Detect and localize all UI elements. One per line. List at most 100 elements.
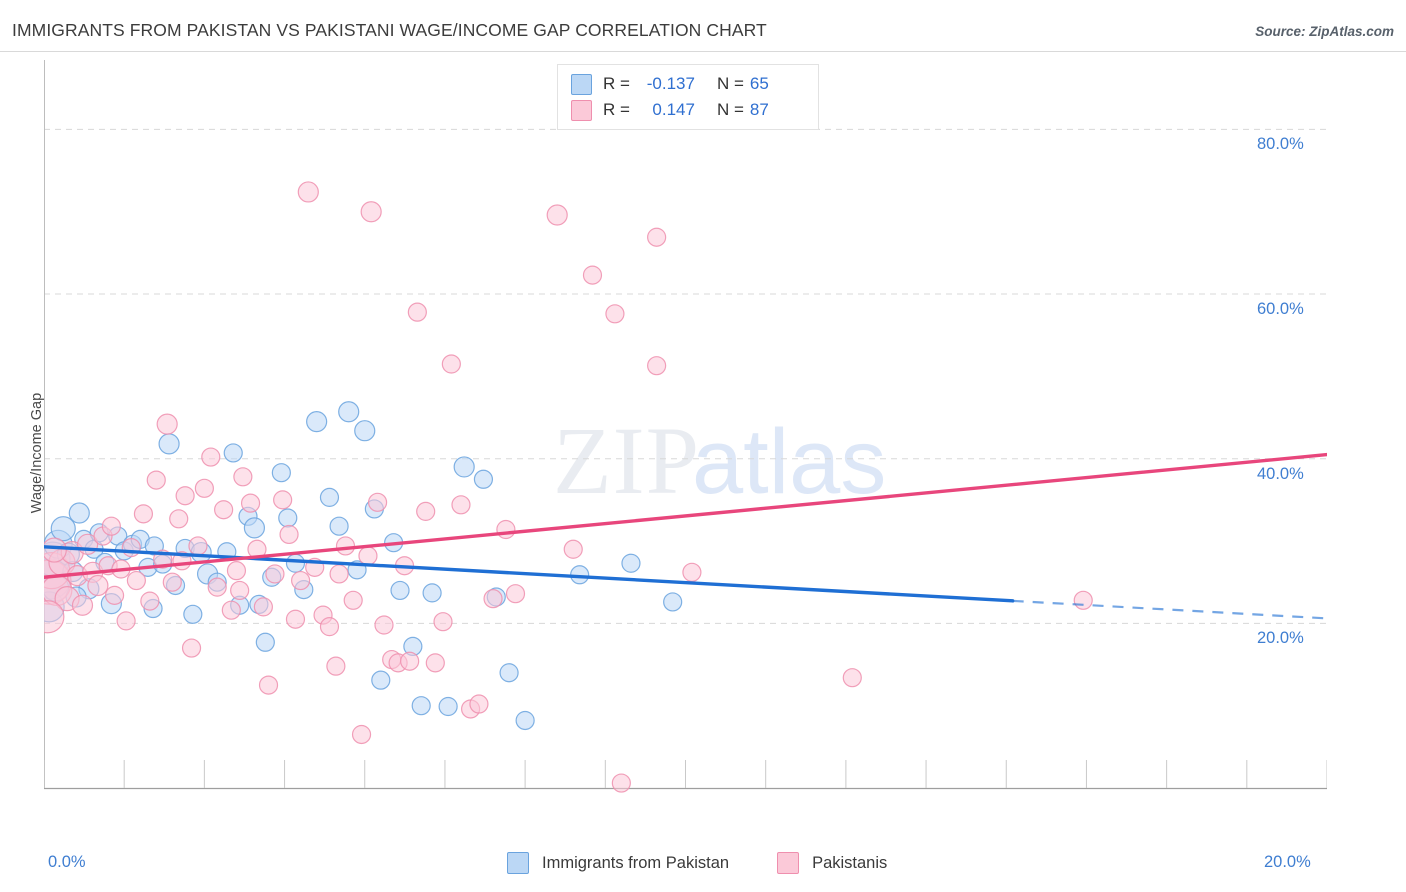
data-point <box>390 580 410 601</box>
data-point <box>126 570 146 591</box>
data-point <box>647 227 667 247</box>
data-point <box>201 447 221 467</box>
data-point <box>223 443 243 463</box>
legend-swatch-pink-icon <box>571 99 592 121</box>
data-point <box>343 590 363 610</box>
data-point <box>400 651 420 671</box>
data-point <box>326 656 346 676</box>
n-value-pink: 87 <box>749 100 769 119</box>
data-point <box>441 354 461 374</box>
correlation-legend: R = -0.137 N = 65 R = 0.147 N = 87 <box>557 64 819 130</box>
trend-line-solid <box>44 452 1327 579</box>
data-point <box>271 463 291 483</box>
series-points-pakistanis <box>44 181 1093 793</box>
header-divider <box>0 51 1406 52</box>
data-point <box>162 572 182 592</box>
data-point <box>291 570 311 591</box>
legend-item-pakistanis[interactable]: Pakistanis <box>777 852 887 874</box>
data-point <box>682 562 702 582</box>
data-point <box>71 594 94 616</box>
data-point <box>258 675 279 695</box>
data-point <box>133 504 154 524</box>
x-axis-tick-label-min: 0.0% <box>48 853 86 871</box>
data-point <box>433 612 453 632</box>
data-point <box>371 670 391 690</box>
data-point <box>319 617 340 637</box>
data-point <box>605 304 625 324</box>
data-point <box>183 604 203 624</box>
data-point <box>407 302 427 322</box>
correlation-row-immigrants: R = -0.137 N = 65 <box>571 71 769 97</box>
data-point <box>358 546 378 566</box>
data-point <box>230 580 250 601</box>
data-point <box>221 600 241 620</box>
data-point <box>360 201 382 223</box>
data-point <box>515 710 535 731</box>
data-point <box>563 539 583 559</box>
data-point <box>453 456 475 478</box>
data-point <box>265 564 285 584</box>
data-point <box>416 501 436 521</box>
data-point <box>207 577 227 597</box>
data-point <box>226 561 247 581</box>
data-point <box>438 696 458 717</box>
legend-item-immigrants[interactable]: Immigrants from Pakistan <box>507 852 729 874</box>
data-point <box>499 663 519 683</box>
data-point <box>842 668 862 688</box>
data-point <box>374 615 394 635</box>
legend-swatch-blue-icon <box>571 73 592 95</box>
data-point <box>273 490 293 510</box>
data-point <box>140 591 160 611</box>
data-point <box>68 502 90 524</box>
r-label-blue: R = <box>603 74 630 93</box>
scatter-plot <box>44 60 1327 837</box>
data-point <box>44 537 67 563</box>
data-point <box>44 600 65 634</box>
series-swatch-pink-icon <box>777 852 800 874</box>
data-point <box>253 597 273 617</box>
data-point <box>611 773 631 793</box>
data-point <box>329 516 349 536</box>
page-title: IMMIGRANTS FROM PAKISTAN VS PAKISTANI WA… <box>12 20 767 40</box>
data-point <box>50 516 76 542</box>
plot-canvas <box>44 60 1327 793</box>
data-point <box>505 584 526 604</box>
data-point <box>306 411 328 433</box>
data-point <box>496 519 516 540</box>
data-point <box>156 413 178 435</box>
data-point <box>451 495 471 515</box>
data-point <box>233 467 253 487</box>
data-point <box>582 265 603 285</box>
data-point <box>338 401 360 423</box>
data-point <box>101 516 121 536</box>
data-point <box>473 469 494 489</box>
y-axis-tick-label: 40.0% <box>1257 464 1304 483</box>
data-point <box>1073 590 1093 610</box>
data-point <box>240 493 261 513</box>
data-point <box>121 538 141 558</box>
r-label-pink: R = <box>603 100 630 119</box>
data-point <box>354 420 376 442</box>
data-point <box>647 356 667 376</box>
data-point <box>169 509 189 529</box>
data-point <box>175 486 195 506</box>
r-value-blue: -0.137 <box>646 74 695 93</box>
data-point <box>621 553 641 573</box>
n-label-pink: N = <box>716 100 744 119</box>
data-point <box>146 470 166 490</box>
data-point <box>335 536 356 556</box>
data-point <box>181 638 202 658</box>
data-point <box>483 589 503 609</box>
data-point <box>158 433 180 455</box>
data-point <box>351 724 372 745</box>
series-label-immigrants: Immigrants from Pakistan <box>542 853 730 872</box>
y-axis-tick-label: 80.0% <box>1257 135 1304 154</box>
series-legend: Immigrants from Pakistan Pakistanis <box>507 850 935 876</box>
trend-line-solid <box>44 545 1015 603</box>
data-point <box>116 611 136 631</box>
data-point <box>194 478 214 498</box>
y-axis-tick-label: 20.0% <box>1257 629 1304 648</box>
data-point <box>329 564 349 584</box>
data-point <box>214 500 234 520</box>
